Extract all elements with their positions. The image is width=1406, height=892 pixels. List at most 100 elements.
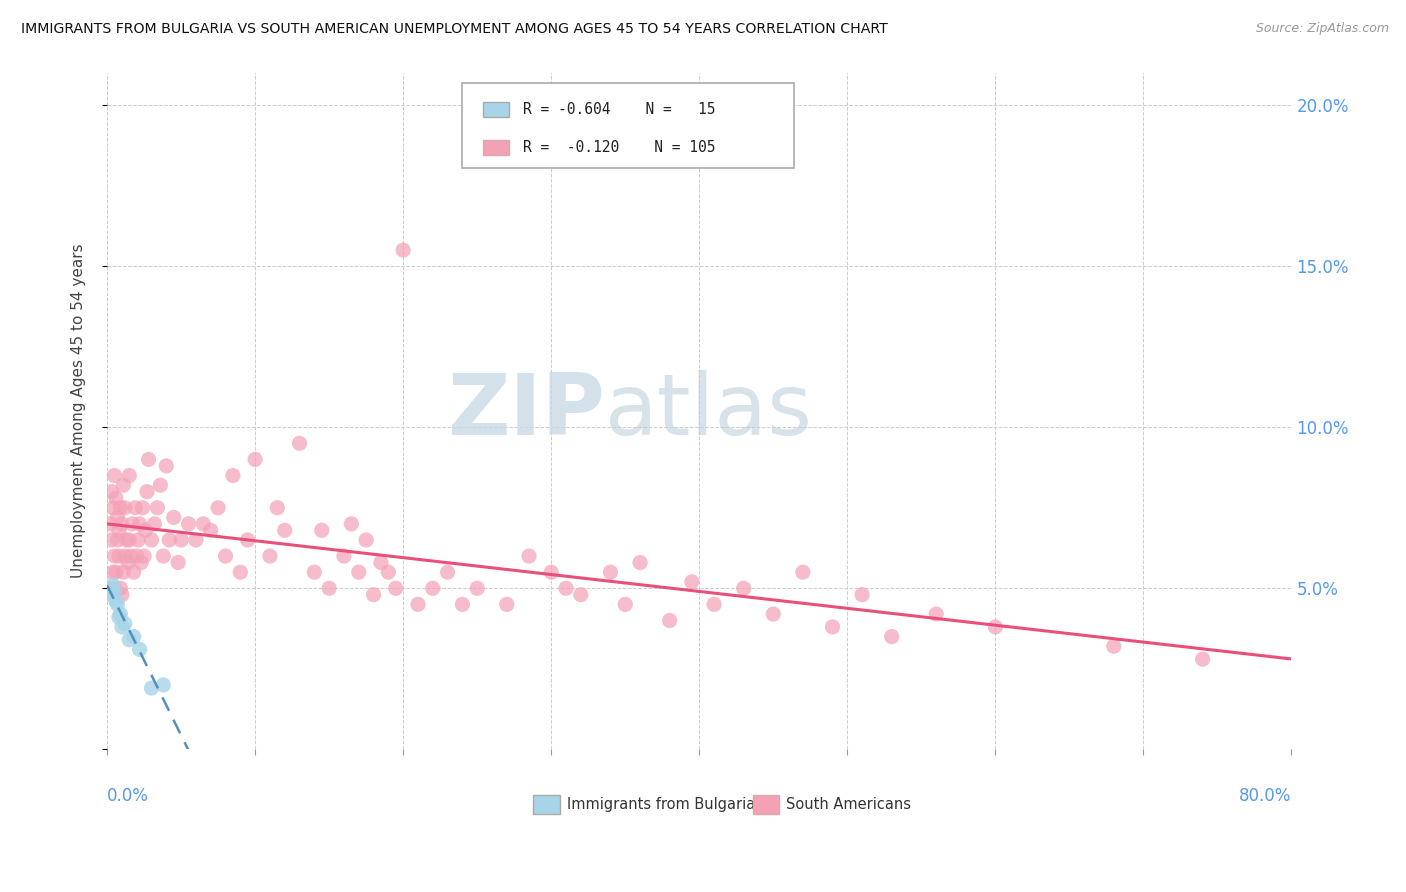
Point: [163, 510, 186, 524]
Point: [1102, 639, 1125, 653]
Y-axis label: Unemployment Among Ages 45 to 54 years: Unemployment Among Ages 45 to 54 years: [72, 244, 86, 578]
Point: [569, 588, 592, 602]
Point: [406, 598, 429, 612]
Point: [115, 533, 138, 547]
Point: [120, 549, 142, 563]
Point: [222, 468, 245, 483]
Point: [143, 516, 166, 531]
Point: [104, 594, 127, 608]
Point: [599, 565, 621, 579]
Point: [129, 556, 152, 570]
Point: [112, 478, 135, 492]
Point: [128, 516, 150, 531]
Text: South Americans: South Americans: [786, 797, 911, 812]
Point: [436, 565, 458, 579]
Point: [136, 484, 159, 499]
Point: [118, 632, 141, 647]
Point: [132, 549, 155, 563]
Point: [157, 533, 180, 547]
Point: [681, 574, 703, 589]
Point: [214, 549, 236, 563]
Point: [101, 565, 124, 579]
Point: [103, 584, 125, 599]
Point: [110, 500, 132, 515]
Text: Immigrants from Bulgaria: Immigrants from Bulgaria: [567, 797, 755, 812]
Point: [125, 549, 148, 563]
Point: [288, 436, 311, 450]
Point: [114, 549, 136, 563]
Point: [555, 582, 578, 596]
Point: [465, 582, 488, 596]
Point: [103, 468, 125, 483]
Point: [135, 524, 157, 538]
Point: [107, 533, 129, 547]
Point: [363, 588, 385, 602]
Point: [121, 516, 143, 531]
Point: [274, 524, 297, 538]
Point: [925, 607, 948, 621]
Point: [103, 549, 125, 563]
Point: [103, 582, 125, 596]
Point: [762, 607, 785, 621]
Point: [110, 607, 132, 621]
Point: [193, 516, 215, 531]
Point: [340, 516, 363, 531]
Point: [207, 500, 229, 515]
Point: [114, 500, 136, 515]
Point: [98, 516, 121, 531]
Point: [128, 642, 150, 657]
Point: [146, 500, 169, 515]
Point: [122, 630, 145, 644]
Point: [200, 524, 222, 538]
Point: [177, 516, 200, 531]
Point: [101, 578, 124, 592]
Point: [451, 598, 474, 612]
Text: R = -0.604    N =   15: R = -0.604 N = 15: [523, 103, 716, 118]
Point: [422, 582, 444, 596]
Point: [100, 533, 122, 547]
Text: ZIP: ZIP: [447, 369, 605, 452]
Point: [540, 565, 562, 579]
Point: [108, 524, 131, 538]
Point: [118, 468, 141, 483]
Point: [138, 452, 160, 467]
FancyBboxPatch shape: [533, 795, 560, 814]
Point: [880, 630, 903, 644]
Point: [152, 549, 174, 563]
Point: [118, 533, 141, 547]
Point: [347, 565, 370, 579]
Point: [333, 549, 356, 563]
Point: [354, 533, 377, 547]
Point: [108, 549, 131, 563]
Point: [703, 598, 725, 612]
Point: [127, 533, 149, 547]
Point: [107, 598, 129, 612]
Point: [155, 458, 177, 473]
Point: [792, 565, 814, 579]
Point: [1191, 652, 1213, 666]
Point: [236, 533, 259, 547]
Point: [614, 598, 637, 612]
Point: [311, 524, 333, 538]
Point: [141, 681, 163, 695]
Point: [377, 565, 399, 579]
Point: [658, 614, 681, 628]
Text: 0.0%: 0.0%: [107, 787, 149, 805]
Point: [111, 620, 134, 634]
Text: atlas: atlas: [605, 369, 813, 452]
Point: [117, 556, 139, 570]
Point: [229, 565, 252, 579]
Point: [304, 565, 326, 579]
Point: [149, 478, 172, 492]
Point: [141, 533, 163, 547]
Point: [112, 565, 135, 579]
Point: [170, 533, 193, 547]
Point: [318, 582, 340, 596]
Point: [984, 620, 1007, 634]
Point: [384, 582, 406, 596]
Point: [517, 549, 540, 563]
Text: 80.0%: 80.0%: [1239, 787, 1292, 805]
Point: [124, 500, 146, 515]
Point: [104, 565, 127, 579]
FancyBboxPatch shape: [463, 83, 794, 168]
